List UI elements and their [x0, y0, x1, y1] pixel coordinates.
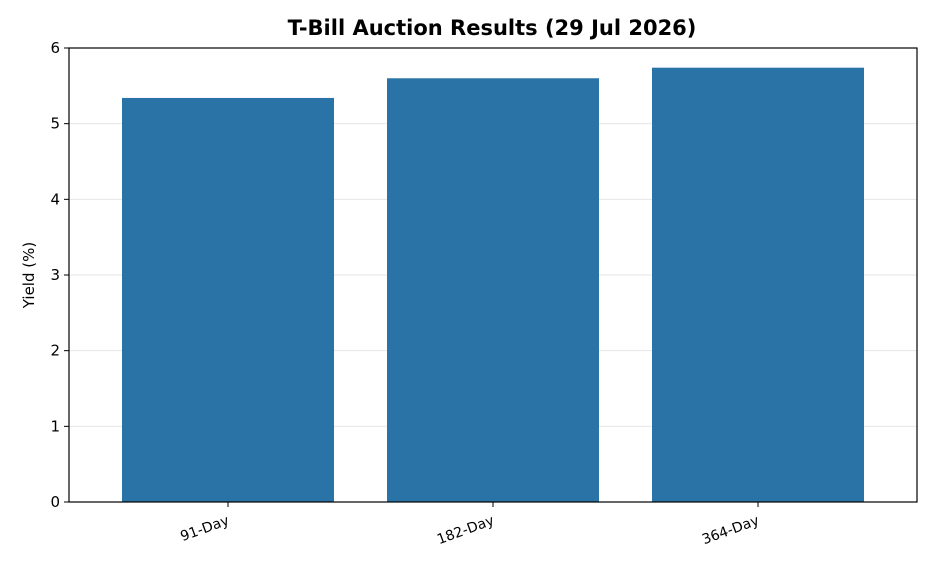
- bars: [122, 67, 864, 503]
- y-tick-label-2: 2: [50, 342, 60, 360]
- y-tick-label-1: 1: [50, 417, 60, 435]
- y-axis-label: Yield (%): [20, 242, 38, 309]
- x-tick-label-1: 182-Day: [435, 513, 496, 548]
- x-ticks: 91-Day 182-Day 364-Day: [178, 502, 761, 548]
- bar-182-day: [387, 78, 599, 503]
- y-tick-label-4: 4: [50, 190, 60, 208]
- chart-title: T-Bill Auction Results (29 Jul 2026): [288, 16, 697, 40]
- x-tick-label-2: 364-Day: [700, 513, 761, 548]
- y-ticks: 0 1 2 3 4 5 6: [50, 39, 69, 511]
- bar-364-day: [652, 67, 864, 502]
- y-tick-label-6: 6: [50, 39, 60, 57]
- x-tick-label-0: 91-Day: [178, 513, 231, 545]
- y-tick-label-3: 3: [50, 266, 60, 284]
- y-tick-label-5: 5: [50, 115, 60, 133]
- bar-91-day: [122, 97, 334, 502]
- y-tick-label-0: 0: [50, 493, 60, 511]
